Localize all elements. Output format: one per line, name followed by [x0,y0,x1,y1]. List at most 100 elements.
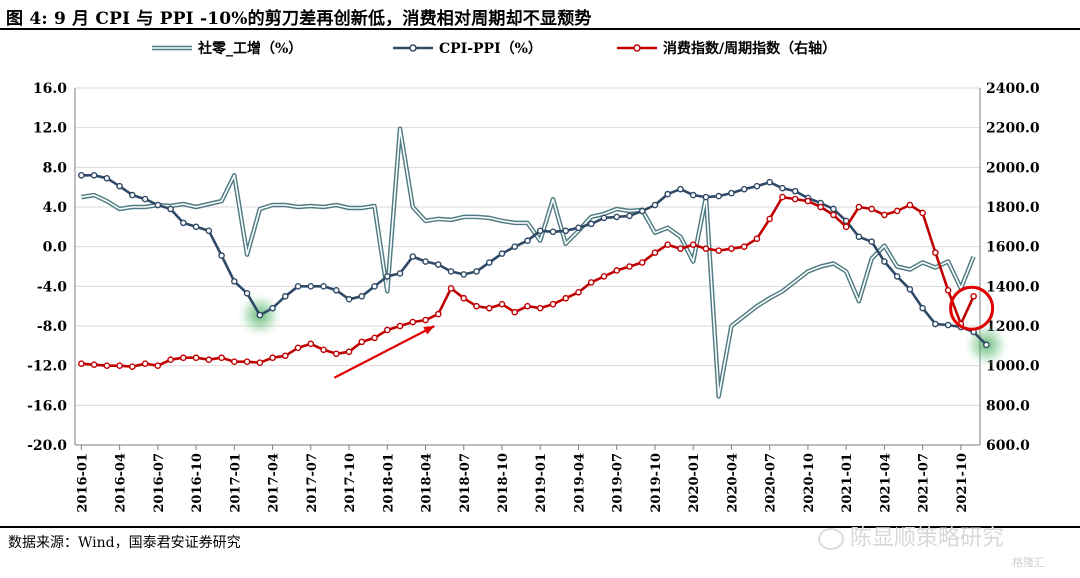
cpi-ppi-point [141,195,149,203]
consumer-cyclical-point [116,362,123,369]
legend-swatch-marker [633,44,641,52]
cpi-ppi-point [205,227,213,235]
consumer-cyclical-point [256,359,264,366]
consumer-cyclical-point [753,235,761,243]
x-tick-label: 2016-07 [152,453,167,513]
right-tick-label: 1800.0 [986,200,1040,216]
cpi-ppi-point [231,278,238,285]
x-tick-label: 2020-07 [764,453,779,513]
consumer-cyclical-point [893,207,901,215]
consumer-cyclical-point [231,358,238,366]
cpi-ppi-point [460,271,468,278]
consumer-cyclical-point [243,358,251,366]
chart-title: 图 4: 9 月 CPI 与 PPI -10%的剪刀差再创新低，消费相对周期却不… [6,9,592,29]
consumer-cyclical-point [167,356,174,364]
cpi-ppi-point [638,207,646,215]
consumer-cyclical-point [868,205,875,213]
cpi-ppi-point [498,250,506,257]
consumer-cyclical-point [562,294,570,302]
x-tick-label: 2020-04 [725,453,740,513]
consumer-cyclical-point [766,215,773,223]
series-line-retail-industry-inner [81,127,975,398]
chart-marks [78,126,1011,399]
cpi-ppi-point [715,192,722,200]
consumer-cyclical-point [830,211,837,219]
consumer-cyclical-point [587,279,595,286]
cpi-ppi-point [651,201,659,209]
cpi-ppi-point [830,205,837,213]
annotations [333,285,995,379]
consumer-cyclical-point [345,348,353,356]
consumer-cyclical-point [434,310,442,318]
x-tick-label: 2017-10 [343,453,358,513]
cpi-ppi-point [294,283,302,290]
cpi-ppi-point [192,223,200,231]
cpi-ppi-point [881,258,888,265]
source-note: 数据来源：Wind，国泰君安证券研究 [8,535,241,551]
cpi-ppi-point [906,286,914,293]
right-tick-label: 800.0 [986,398,1030,414]
right-tick-label: 600.0 [986,438,1030,454]
cpi-ppi-point [256,311,264,319]
x-tick-label: 2018-10 [496,453,511,513]
cpi-ppi-point [511,243,519,250]
cpi-ppi-point [218,252,225,259]
cpi-ppi-point [524,237,531,245]
x-tick-label: 2018-07 [458,453,473,513]
left-tick-label: -20.0 [27,438,67,454]
consumer-cyclical-point [498,300,506,308]
cpi-ppi-point [434,261,442,268]
cpi-ppi-point [575,224,582,232]
cpi-ppi-point [243,289,251,297]
consumer-cyclical-point [192,354,200,362]
grid-lines [75,87,980,446]
consumer-cyclical-point [600,273,608,280]
consumer-cyclical-point [180,354,187,362]
cpi-ppi-point [626,212,633,220]
consumer-cyclical-point [511,308,519,316]
x-tick-label: 2020-10 [802,453,817,513]
consumer-cyclical-point [103,362,111,369]
left-tick-label: 16.0 [33,81,67,97]
cpi-ppi-point [129,191,136,199]
consumer-cyclical-point [728,245,735,252]
watermark-text: 陈显顺策略研究 [850,526,1005,551]
x-tick-label: 2018-01 [381,453,396,513]
cpi-ppi-point [983,341,990,349]
consumer-cyclical-point [804,197,812,205]
consumer-cyclical-point [932,249,939,256]
watermark: 陈显顺策略研究 [818,520,1004,552]
cpi-ppi-point [855,233,863,241]
right-tick-label: 2200.0 [986,121,1040,137]
consumer-cyclical-point [282,352,289,360]
x-tick-label: 2021-10 [955,453,970,513]
cpi-ppi-point [269,304,276,312]
cpi-ppi-point [766,178,773,186]
consumer-cyclical-point [536,304,544,312]
x-tick-label: 2021-01 [840,453,855,513]
cpi-ppi-point [103,174,111,182]
consumer-cyclical-point [919,209,926,217]
left-tick-label: -4.0 [37,279,67,295]
x-tick-label: 2019-10 [649,453,664,513]
wechat-icon [818,528,844,550]
bottom-rule [0,526,1080,528]
consumer-cyclical-point [740,243,748,250]
consumer-cyclical-point [549,300,557,308]
cpi-ppi-point [549,228,557,236]
consumer-cyclical-point [817,203,824,211]
x-tick-label: 2017-04 [267,453,282,513]
consumer-cyclical-point [524,302,531,310]
consumer-cyclical-point [702,245,710,252]
x-tick-label: 2016-10 [190,453,205,513]
consumer-cyclical-point [842,223,850,231]
x-tick-label: 2021-04 [878,453,893,513]
cpi-ppi-point [78,171,85,179]
consumer-cyclical-point [383,326,391,334]
cpi-ppi-point [562,227,570,235]
consumer-cyclical-point [205,356,213,364]
consumer-cyclical-point [154,362,162,369]
x-tick-label: 2020-01 [687,453,702,513]
right-tick-label: 1600.0 [986,240,1040,256]
cpi-ppi-point [358,292,366,300]
